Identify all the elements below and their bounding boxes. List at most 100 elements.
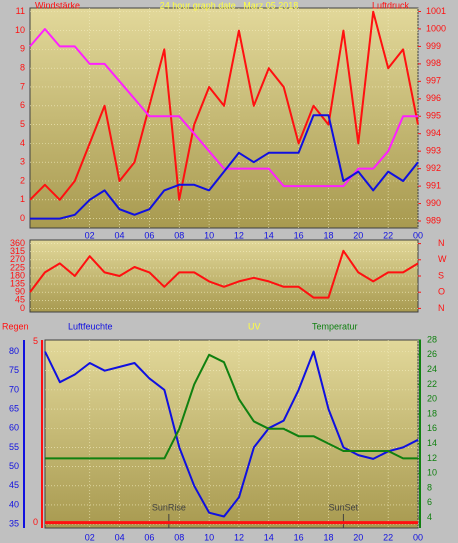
y2-label: Luftdruck bbox=[372, 0, 410, 10]
y2-tick-label: 999 bbox=[426, 41, 441, 51]
rain-tick-label: 0 bbox=[33, 517, 38, 527]
y-tick-label: 65 bbox=[9, 403, 19, 413]
x-tick-label: 10 bbox=[204, 532, 214, 542]
y2-tick-label: 24 bbox=[427, 364, 437, 374]
y2-tick-label: 998 bbox=[426, 58, 441, 68]
y-tick-label: 4 bbox=[20, 138, 25, 148]
y2-tick-label: 14 bbox=[427, 438, 437, 448]
y2-tick-label: 16 bbox=[427, 423, 437, 433]
rain-tick-label: 5 bbox=[33, 336, 38, 346]
y2-tick-label: 22 bbox=[427, 379, 437, 389]
plot-area bbox=[29, 239, 419, 313]
x-tick-label: 22 bbox=[383, 230, 393, 240]
y-tick-label: 9 bbox=[20, 44, 25, 54]
y2-tick-label: 4 bbox=[427, 512, 432, 522]
series-line bbox=[44, 350, 419, 518]
series-line bbox=[45, 353, 418, 460]
x-tick-label: 12 bbox=[234, 230, 244, 240]
chart-title: 24 hour graph date Marz 05 2018 bbox=[160, 0, 299, 10]
y2-tick-label: 6 bbox=[427, 497, 432, 507]
x-tick-label: 02 bbox=[85, 532, 95, 542]
y-tick-label: 70 bbox=[9, 384, 19, 394]
y-tick-label: 0 bbox=[20, 213, 25, 223]
y-tick-label: 5 bbox=[20, 119, 25, 129]
y2-tick-label: 20 bbox=[427, 394, 437, 404]
y-tick-label: 35 bbox=[9, 519, 19, 529]
y-tick-label: 7 bbox=[20, 81, 25, 91]
y2-tick-label: 991 bbox=[426, 180, 441, 190]
y2-tick-label: 992 bbox=[426, 163, 441, 173]
y-tick-label: 0 bbox=[20, 303, 25, 313]
x-tick-label: 00 bbox=[413, 532, 423, 542]
x-tick-label: 20 bbox=[353, 230, 363, 240]
series-line bbox=[29, 249, 419, 299]
x-tick-label: 10 bbox=[204, 230, 214, 240]
y-tick-label: 45 bbox=[15, 295, 25, 305]
y2-tick-label: 28 bbox=[427, 334, 437, 344]
y-tick-label: 55 bbox=[9, 442, 19, 452]
y2-tick-label: 989 bbox=[426, 215, 441, 225]
y-tick-label: 80 bbox=[9, 346, 19, 356]
x-tick-label: 00 bbox=[413, 230, 423, 240]
y-tick-label: 10 bbox=[15, 25, 25, 35]
x-tick-label: 14 bbox=[264, 230, 274, 240]
x-tick-label: 20 bbox=[353, 532, 363, 542]
legend-humidity: Luftfeuchte bbox=[68, 321, 113, 331]
y-tick-label: 1 bbox=[20, 194, 25, 204]
y-tick-label: 360 bbox=[10, 238, 25, 248]
x-tick-label: 12 bbox=[234, 532, 244, 542]
y2-tick-label: 26 bbox=[427, 349, 437, 359]
y2-tick-label: 994 bbox=[426, 128, 441, 138]
x-tick-label: 14 bbox=[264, 532, 274, 542]
y2-tick-label: 990 bbox=[426, 198, 441, 208]
x-tick-label: 06 bbox=[144, 230, 154, 240]
x-tick-label: 06 bbox=[144, 532, 154, 542]
y-tick-label: 135 bbox=[10, 278, 25, 288]
y-tick-label: 75 bbox=[9, 365, 19, 375]
y-tick-label: 8 bbox=[20, 63, 25, 73]
y2-tick-label: 997 bbox=[426, 76, 441, 86]
x-tick-label: 08 bbox=[174, 230, 184, 240]
y2-tick-label: 1001 bbox=[426, 6, 446, 16]
y-tick-label: 3 bbox=[20, 157, 25, 167]
x-tick-label: 18 bbox=[323, 230, 333, 240]
y-tick-label: 50 bbox=[9, 461, 19, 471]
plot-area bbox=[29, 7, 419, 229]
y2-tick-label: 1000 bbox=[426, 23, 446, 33]
x-tick-label: 22 bbox=[383, 532, 393, 542]
y-tick-label: 315 bbox=[10, 246, 25, 256]
y2-tick-label: O bbox=[438, 287, 445, 297]
y2-tick-label: S bbox=[438, 270, 444, 280]
y-tick-label: 60 bbox=[9, 423, 19, 433]
annotation: SunRise bbox=[152, 502, 186, 512]
y-tick-label: 6 bbox=[20, 100, 25, 110]
y-tick-label: 45 bbox=[9, 480, 19, 490]
plot-area bbox=[44, 339, 419, 529]
y-tick-label: 90 bbox=[15, 287, 25, 297]
x-tick-label: 02 bbox=[85, 230, 95, 240]
x-tick-label: 04 bbox=[115, 532, 125, 542]
y2-tick-label: 995 bbox=[426, 111, 441, 121]
series-line bbox=[30, 114, 419, 220]
y2-tick-label: 12 bbox=[427, 453, 437, 463]
y-tick-label: 180 bbox=[10, 270, 25, 280]
y2-tick-label: N bbox=[438, 238, 445, 248]
x-tick-label: 18 bbox=[323, 532, 333, 542]
y2-tick-label: 996 bbox=[426, 93, 441, 103]
y-tick-label: 40 bbox=[9, 499, 19, 509]
x-tick-label: 16 bbox=[294, 532, 304, 542]
y-tick-label: 2 bbox=[20, 175, 25, 185]
legend-rain: Regen bbox=[2, 321, 29, 331]
x-tick-label: 16 bbox=[294, 230, 304, 240]
series-line bbox=[29, 10, 419, 201]
x-tick-label: 08 bbox=[174, 532, 184, 542]
y-label: Windstärke bbox=[35, 0, 80, 10]
annotation: SunSet bbox=[329, 502, 359, 512]
y-tick-label: 270 bbox=[10, 254, 25, 264]
legend-temperature: Temperatur bbox=[312, 321, 358, 331]
y2-tick-label: 18 bbox=[427, 408, 437, 418]
y2-tick-label: N bbox=[438, 303, 445, 313]
legend-uv: UV bbox=[248, 321, 261, 331]
y-tick-label: 11 bbox=[16, 6, 25, 16]
